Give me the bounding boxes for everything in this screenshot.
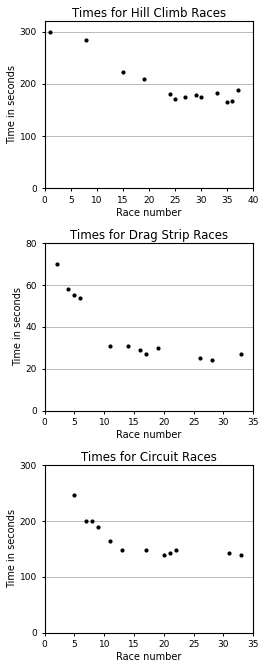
Y-axis label: Time in seconds: Time in seconds [13,288,23,367]
Title: Times for Drag Strip Races: Times for Drag Strip Races [70,229,228,242]
X-axis label: Race number: Race number [116,430,182,440]
X-axis label: Race number: Race number [116,208,182,218]
X-axis label: Race number: Race number [116,652,182,662]
Y-axis label: Time in seconds: Time in seconds [7,66,17,145]
Title: Times for Hill Climb Races: Times for Hill Climb Races [72,7,226,20]
Title: Times for Circuit Races: Times for Circuit Races [81,451,217,464]
Y-axis label: Time in seconds: Time in seconds [7,510,17,589]
